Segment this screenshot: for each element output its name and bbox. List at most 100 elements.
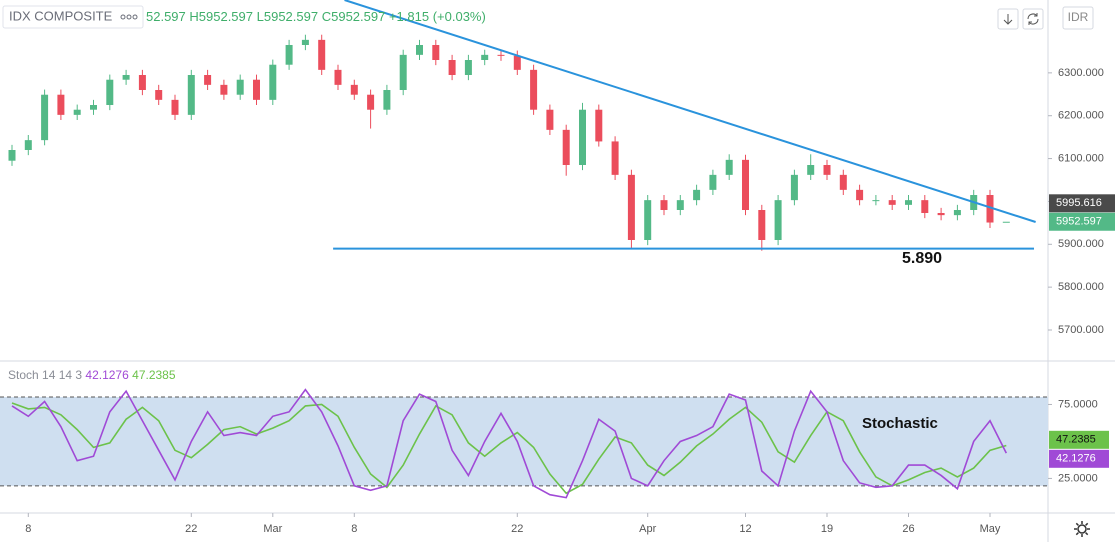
currency: IDR [1068,10,1089,24]
support-label: 5.890 [902,250,942,267]
candle-body [546,109,554,130]
candle-body [921,200,929,213]
candle-body [8,150,16,161]
y-tick-label: 5700.000 [1058,324,1104,336]
candle-body [318,39,326,70]
candle-body [253,79,260,100]
candle-body [644,200,652,240]
candle-body [513,55,521,70]
y-tick-label: 5900.000 [1058,238,1104,250]
candle-body [269,64,277,100]
change-value: +1.815 (+0.03%) [388,9,486,24]
candle-body [57,94,65,115]
candle-body [660,200,668,210]
candle-body [1002,221,1010,223]
y-tick-label: 75.0000 [1058,398,1098,410]
close-value: C5952.597 [321,9,386,24]
candle-body [171,99,179,115]
stoch-legend: Stoch 14 14 3 42.1276 47.2385 [8,368,176,382]
candle-body [73,109,81,115]
candle-body [595,109,603,142]
stoch-title: Stoch 14 14 3 [8,368,83,382]
candle-body [888,200,896,205]
candle-body [562,129,570,165]
candle-body [530,69,538,110]
currency-box[interactable] [1062,6,1094,30]
candle-body [693,189,701,201]
candle-body [334,69,342,85]
x-tick-label: 19 [821,523,833,535]
price-tag [1049,194,1115,213]
candle-body [464,60,472,75]
candle-body [481,54,489,60]
candle-body [187,75,195,115]
x-tick-label: Mar [263,523,282,535]
candle-body [937,213,945,216]
candle-body [627,174,635,240]
y-tick-label: 6200.000 [1058,110,1104,122]
candle-body [611,141,619,175]
candle-body [236,79,244,95]
candle-body [367,94,375,110]
price-tag-label: 5995.616 [1056,197,1102,209]
price-pane: 5.890 [8,0,1036,267]
x-tick-label: 22 [185,523,197,535]
stoch-d-value: 47.2385 [132,368,176,382]
stochastic-pane: Stochastic [0,388,1048,499]
stoch-tag-label: 42.1276 [1056,453,1096,465]
y-tick-label: 6300.000 [1058,67,1104,79]
candle-body [807,165,815,175]
more-icon[interactable] [120,14,138,20]
candle-body [138,75,146,90]
price-tag-label: 5952.597 [1056,216,1102,228]
candle-body [839,174,847,190]
high-value: H5952.597 [189,9,254,24]
stoch-annotation: Stochastic [862,415,938,432]
candle-body [823,165,831,175]
stoch-tag [1049,449,1109,468]
stoch-line [11,388,1008,499]
stoch-k-value: 42.1276 [85,368,129,382]
candle-body [905,200,912,205]
candle-body [432,45,440,60]
candle-body [301,39,309,45]
x-tick-label: May [980,523,1001,535]
x-tick-label: 26 [902,523,914,535]
candle-body [383,90,391,110]
candle-body [155,90,163,100]
candle-body [220,84,228,95]
symbol: IDX COMPOSITE [9,8,113,23]
candle-body [758,210,766,240]
candle-body [122,75,130,80]
candle-body [399,54,407,90]
candle-body [953,210,961,216]
settings-icon[interactable] [1074,521,1090,537]
candle-body [774,200,782,240]
candle-body [742,159,749,210]
x-tick-label: Apr [639,523,656,535]
symbol-box[interactable] [2,5,144,29]
x-tick-label: 8 [25,523,31,535]
reset-button[interactable] [1022,8,1044,30]
x-tick-label: 8 [351,523,357,535]
candle-body [41,94,49,141]
low-value: L5952.597 [256,9,319,24]
candle-body [676,200,684,210]
ohlc-legend: 52.597 H5952.597 L5952.597 C5952.597 +1.… [146,9,486,24]
trendline [344,0,1036,223]
candle-body [497,54,505,56]
candle-body [90,105,97,110]
candle-body [725,159,733,175]
candle-body [709,174,717,190]
price-tag [1049,212,1115,231]
y-tick-label: 5800.000 [1058,281,1104,293]
download-icon [1003,14,1013,25]
stoch-tag [1049,430,1109,449]
open-value: 52.597 [146,9,186,24]
stoch-line [11,402,1007,495]
x-tick-label: 12 [739,523,751,535]
candle-body [856,189,864,201]
candle-body [790,174,798,201]
candle-body [872,200,880,202]
candle-body [285,45,293,65]
